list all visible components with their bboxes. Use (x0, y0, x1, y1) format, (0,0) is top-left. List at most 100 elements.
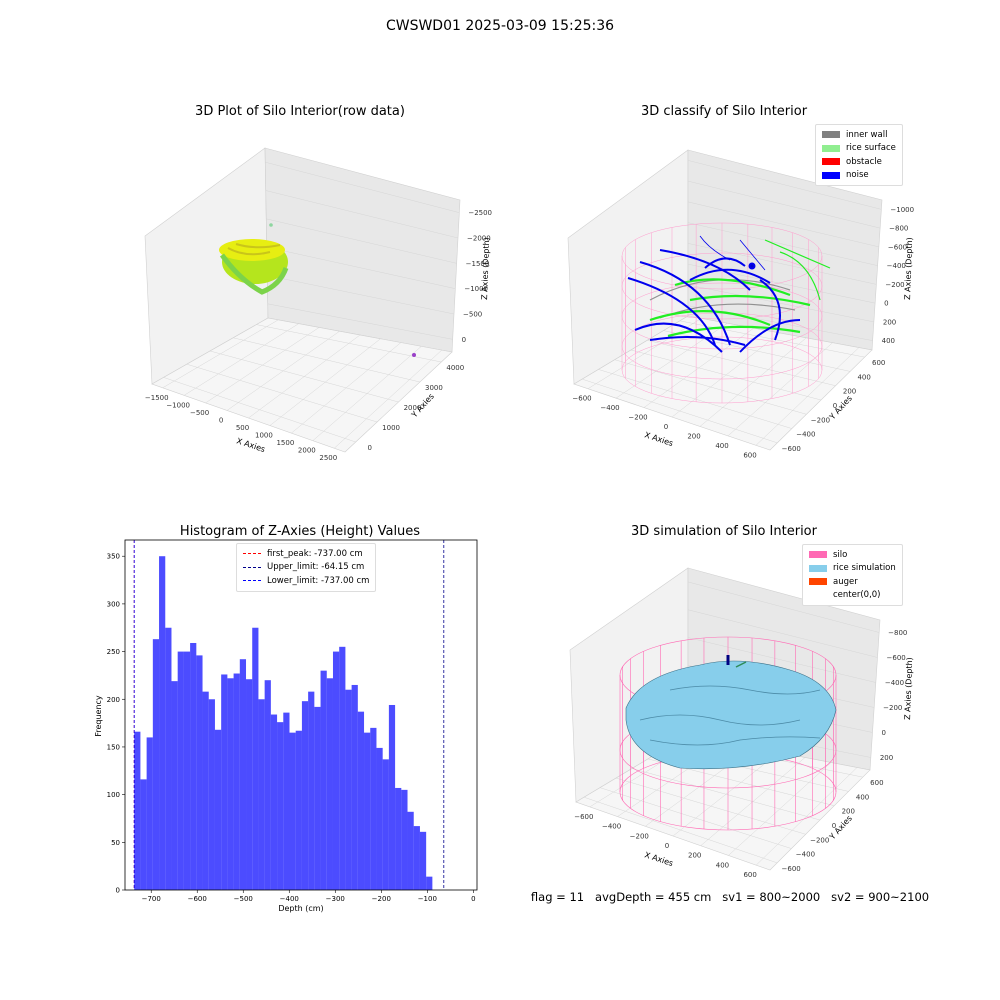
panel1-title: 3D Plot of Silo Interior(row data) (195, 104, 405, 119)
histogram-bar (407, 811, 414, 890)
grid-line (614, 359, 807, 415)
y-tick-label: 1000 (382, 424, 400, 432)
panel2-3d-classify-plot: −600−400−2000200400600−600−400−200020040… (567, 149, 914, 459)
grid-line (630, 349, 822, 401)
y-tick-label: 300 (107, 600, 120, 608)
z-tick-label: −600 (888, 243, 907, 251)
legend-item-silo: silo (809, 548, 896, 562)
x-tick-label: 400 (715, 442, 728, 450)
grid-line (209, 350, 399, 403)
grid-line (647, 340, 836, 386)
grid-line (687, 284, 874, 323)
figure-title: CWSWD01 2025-03-09 15:25:36 (385, 18, 615, 34)
panel3-ylabel: Frequency (94, 695, 103, 737)
grid-line (163, 377, 356, 443)
grid-line (687, 609, 878, 658)
panel2-legend: inner wall rice surface obstacle noise (815, 124, 903, 186)
histogram-bar (159, 556, 166, 890)
histogram-frame (124, 539, 478, 891)
y-tick-label: −400 (796, 851, 815, 859)
histogram-bar (301, 701, 309, 890)
grid-line (266, 218, 457, 264)
x-tick-label: 0 (219, 416, 223, 424)
z-tick-label: −1000 (890, 206, 914, 214)
z-tick-label: −400 (885, 679, 904, 687)
y-tick-label: 50 (111, 839, 120, 847)
legend-swatch (822, 158, 840, 166)
y-tick-label: 100 (107, 791, 120, 799)
y-tick-label: 200 (107, 696, 120, 704)
x-tick-label: 200 (687, 432, 700, 440)
histogram-bar (165, 627, 172, 890)
panel1-3d-raw-plot: −1500−1000−50005001000150020002500010002… (144, 147, 492, 462)
histogram-bar (388, 704, 396, 890)
histogram-bar (227, 678, 234, 890)
histogram-bar (258, 699, 265, 890)
z-tick-label: −2000 (467, 235, 491, 243)
grid-line (687, 581, 880, 633)
histogram-bar (308, 691, 315, 890)
histogram-bar (295, 730, 302, 890)
legend-swatch (809, 578, 827, 586)
grid-line (687, 201, 879, 248)
histogram-bar (140, 779, 147, 890)
z-tick-label: −400 (887, 262, 906, 270)
z-tick-label: −2500 (468, 209, 492, 217)
legend-item-rice-simulation: rice simulation (809, 562, 896, 576)
histogram-vlines (133, 540, 445, 890)
histogram-bar (320, 670, 327, 890)
histogram-bar (289, 732, 296, 890)
x-tick-label: −400 (280, 895, 299, 903)
legend-swatch (822, 171, 840, 179)
panel4-3d-simulation-plot: −600−400−2000200400600−600−400−200020040… (569, 567, 914, 879)
x-tick-label: −400 (602, 823, 621, 831)
x-tick-label: 600 (743, 451, 756, 459)
panel2-zlabel: Z Axies (Depth) (903, 237, 914, 300)
panel2-silo-wall (621, 222, 823, 404)
histogram-bar (221, 674, 228, 890)
y-tick-label: 600 (872, 359, 885, 367)
panel2-title: 3D classify of Silo Interior (640, 104, 808, 119)
z-tick-label: 200 (883, 318, 896, 326)
y-tick-label: 4000 (446, 364, 464, 372)
y-tick-label: −400 (796, 431, 815, 439)
x-tick-label: −200 (630, 832, 649, 840)
x-tick-label: 1500 (276, 439, 294, 447)
grid-line (256, 324, 442, 363)
y-tick-label: 0 (832, 822, 836, 830)
x-tick-label: −300 (326, 895, 345, 903)
y-tick-label: 3000 (425, 384, 443, 392)
y-tick-label: 0 (116, 887, 120, 895)
grid-line (267, 275, 455, 315)
legend-line (243, 553, 261, 555)
histogram-bar (339, 646, 346, 890)
grid-line (615, 777, 806, 835)
histogram-bar (326, 678, 333, 890)
legend-item-noise: noise (822, 169, 896, 183)
grid-line (687, 180, 881, 229)
grid-line (233, 337, 420, 383)
x-tick-label: −400 (600, 404, 619, 412)
histogram-bar (401, 789, 408, 890)
histogram-bar (270, 714, 278, 890)
z-tick-label: −600 (887, 654, 906, 662)
legend-swatch (822, 131, 840, 139)
y-tick-label: −200 (811, 416, 830, 424)
y-tick-label: −200 (810, 836, 829, 844)
panel1-panes (144, 147, 461, 453)
panel4-auger (726, 655, 747, 668)
grid-line (687, 160, 882, 210)
histogram-bar (345, 689, 352, 890)
x-tick-label: −700 (142, 895, 161, 903)
y-tick-label: 400 (856, 793, 869, 801)
y-tick-label: 600 (870, 779, 883, 787)
legend-swatch (809, 551, 827, 559)
z-tick-label: −200 (883, 704, 902, 712)
histogram-bar (332, 651, 340, 890)
histogram-bar (376, 747, 383, 890)
grid-line (679, 320, 865, 358)
grid-line (582, 378, 778, 444)
x-tick-label: 0 (665, 842, 669, 850)
z-tick-label: −200 (885, 281, 904, 289)
histogram-bar (351, 684, 358, 890)
